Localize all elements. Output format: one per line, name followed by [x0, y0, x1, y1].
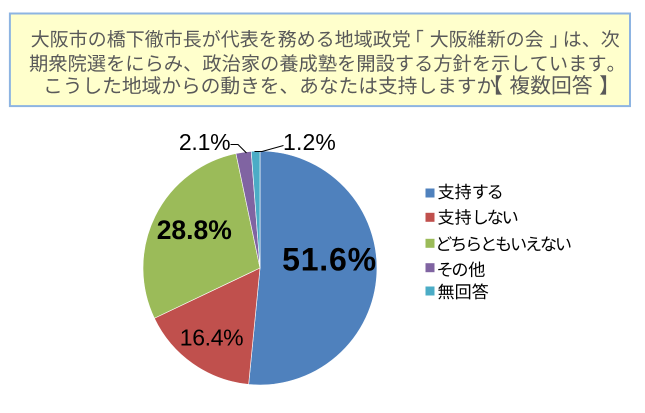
- svg-text:1.2%: 1.2%: [283, 129, 336, 155]
- svg-text:51.6%: 51.6%: [282, 241, 377, 277]
- svg-text:28.8%: 28.8%: [157, 215, 232, 245]
- svg-text:2.1%: 2.1%: [179, 129, 230, 155]
- svg-text:16.4%: 16.4%: [180, 324, 243, 350]
